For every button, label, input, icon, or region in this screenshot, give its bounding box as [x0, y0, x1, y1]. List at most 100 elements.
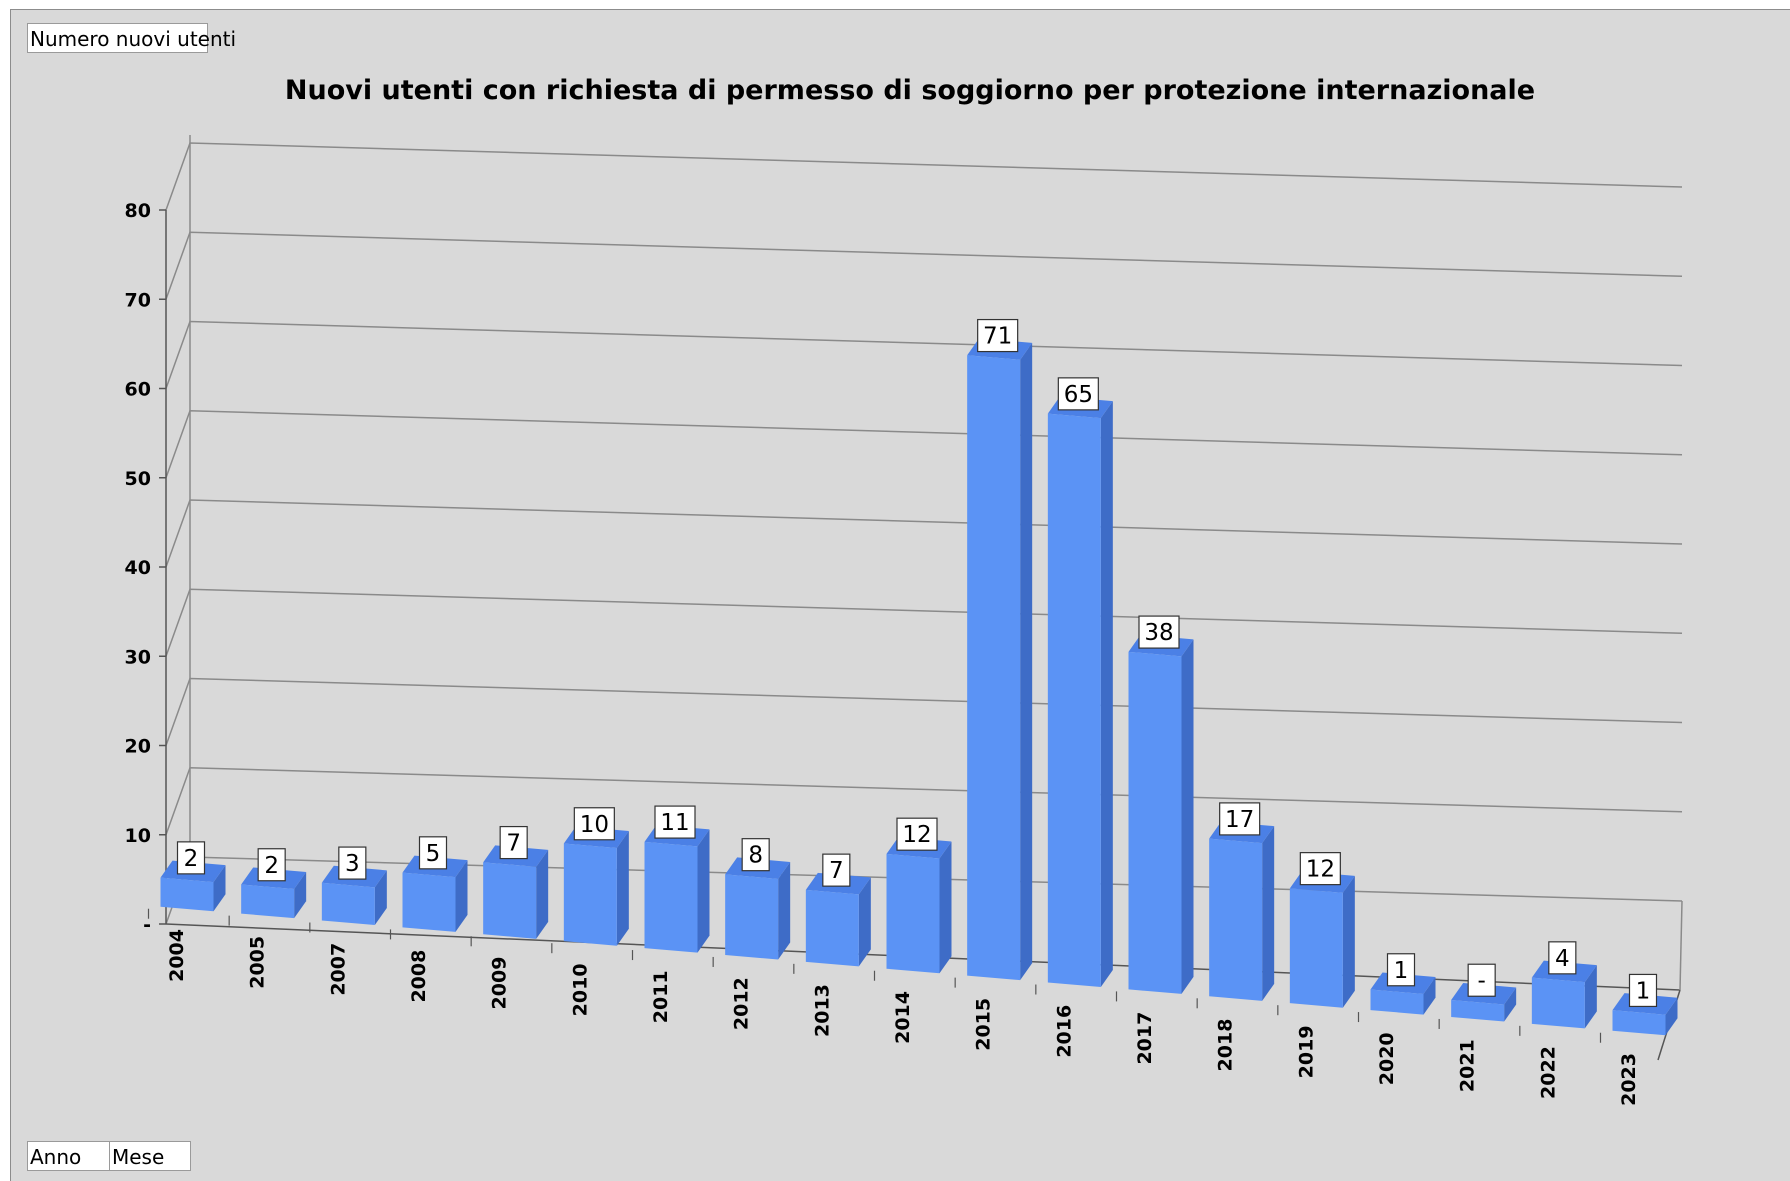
bar-side: [213, 865, 226, 912]
chart-title: Nuovi utenti con richiesta di permesso d…: [285, 75, 1535, 106]
bar-side: [1665, 997, 1678, 1036]
x-tick-label: 2019: [1295, 1025, 1317, 1078]
data-label-text: 7: [506, 831, 521, 857]
data-label: 2: [257, 848, 286, 882]
data-field-button[interactable]: Numero nuovi utenti: [27, 23, 236, 53]
bar: [563, 826, 629, 946]
y-tick-label: 20: [125, 736, 151, 758]
data-label-text: 1: [1394, 958, 1409, 984]
data-label: 5: [418, 836, 448, 870]
gridline: [165, 499, 1683, 568]
bar-side: [858, 877, 871, 967]
row-field-mese-button[interactable]: Mese: [109, 1141, 191, 1171]
data-label: 12: [896, 817, 938, 851]
data-label-box: [418, 836, 448, 870]
data-label-text: 12: [1306, 857, 1335, 883]
y-tick-label: 10: [125, 825, 151, 847]
data-label-text: 11: [660, 810, 689, 836]
data-label-box: [257, 848, 286, 882]
bar: [967, 338, 1033, 981]
data-label-text: 17: [1225, 807, 1254, 833]
bar-side: [536, 849, 549, 939]
bar-side: [1262, 826, 1275, 1001]
data-label-box: [896, 817, 938, 851]
data-label-box: [176, 841, 206, 875]
data-label-box: [338, 846, 367, 880]
data-label-text: 4: [1555, 946, 1570, 972]
data-label-box: [1057, 377, 1099, 411]
x-tick-label: 2021: [1457, 1039, 1479, 1092]
bar-side: [1020, 342, 1033, 981]
data-labels: 2 2 3 5 7 10 11 8 7 12 71 65 38 17 12 1 - 4 1: [176, 318, 1658, 1008]
x-tick-label: 2017: [1134, 1012, 1156, 1065]
bar-front: [563, 843, 617, 946]
data-label-box: [1299, 852, 1341, 886]
bar-side: [1584, 965, 1597, 1029]
bar-side: [455, 860, 468, 932]
bar-front: [1531, 977, 1585, 1029]
x-tick-label: 2015: [973, 998, 995, 1051]
bar-front: [402, 872, 456, 932]
data-label: 3: [338, 846, 367, 880]
data-label: 11: [654, 805, 696, 839]
data-label-text: 5: [426, 841, 441, 867]
bar-front: [725, 874, 779, 960]
bar-front: [241, 884, 295, 919]
data-label: 65: [1057, 377, 1099, 411]
data-label-text: -: [1478, 968, 1486, 994]
bar-front: [1209, 838, 1263, 1001]
gridline: [165, 677, 1683, 746]
x-tick-label: 2012: [731, 977, 753, 1030]
data-label-box: [977, 318, 1019, 353]
data-label: 1: [1628, 973, 1658, 1008]
x-tick-label: 2004: [166, 929, 188, 982]
row-field-anno-button[interactable]: Anno: [27, 1141, 111, 1171]
bar: [160, 860, 226, 912]
data-label: 71: [977, 318, 1019, 353]
data-label: 8: [741, 838, 770, 872]
data-label-box: [654, 805, 696, 839]
data-label: 12: [1299, 852, 1341, 886]
bar: [483, 845, 549, 939]
x-tick-label: 2022: [1537, 1046, 1559, 1099]
bar: [1209, 821, 1275, 1001]
bar-side: [616, 831, 629, 946]
bar-front: [1289, 888, 1343, 1008]
x-tick-label: 2010: [569, 963, 591, 1016]
gridline: [165, 588, 1683, 657]
y-tick-label: 30: [125, 646, 151, 668]
bar-front: [1612, 1010, 1666, 1036]
data-label-box: [741, 838, 770, 872]
bar-side: [1342, 875, 1355, 1008]
bar-front: [483, 862, 537, 939]
data-label: 1: [1386, 953, 1416, 987]
bar: [725, 857, 791, 960]
bar: [1128, 634, 1194, 994]
data-label-text: 65: [1064, 382, 1093, 408]
bar-side: [374, 870, 387, 926]
floor-back-edge: [1679, 900, 1683, 991]
x-tick-label: 2018: [1215, 1019, 1237, 1072]
y-tick-label: 40: [125, 557, 151, 579]
data-label-text: 2: [264, 853, 279, 879]
bar-side: [1181, 639, 1194, 994]
data-label: 4: [1548, 941, 1577, 975]
bar: [1370, 972, 1436, 1015]
bar-front: [644, 841, 698, 953]
bar-front: [1128, 651, 1182, 994]
y-tick-label: 80: [125, 200, 151, 222]
data-label-text: 1: [1636, 978, 1651, 1004]
bar-side: [939, 841, 952, 974]
data-label-text: 7: [829, 858, 844, 884]
y-axis-tick-labels: - 10 20 30 40 50 60 70 80: [125, 200, 151, 936]
bar-side: [778, 861, 791, 960]
bar-side: [697, 829, 710, 953]
bar-front: [321, 882, 375, 926]
data-label-box: [1548, 941, 1577, 975]
data-label-text: 2: [184, 846, 199, 872]
x-axis-tick-labels: 2004 2005 2007 2008 2009 2010 2011 2012 2013 2014…: [147, 908, 1640, 1106]
gridline: [165, 231, 1683, 300]
bar-side: [1504, 987, 1517, 1022]
bars: [160, 338, 1678, 1036]
bar: [644, 824, 710, 953]
